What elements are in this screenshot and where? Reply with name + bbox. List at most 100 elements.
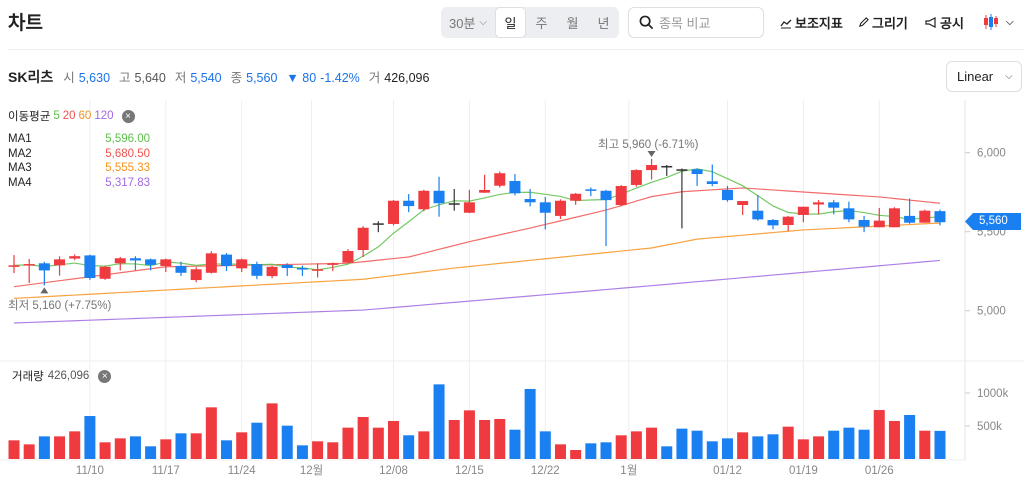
x-tick-label: 12월 <box>300 464 323 477</box>
volume-bar <box>615 435 627 459</box>
candle-body <box>797 206 809 215</box>
candle-body <box>372 223 384 225</box>
tab-week[interactable]: 주 <box>535 16 548 31</box>
volume-bar <box>721 438 733 459</box>
volume-bar <box>8 440 20 459</box>
volume-bar <box>296 445 308 459</box>
low-marker-icon <box>40 287 49 294</box>
candle <box>752 195 764 221</box>
volume-bar <box>797 439 809 459</box>
candle-body <box>190 269 202 281</box>
indicators-button[interactable]: 보조지표 <box>780 13 843 32</box>
candle-body <box>706 181 718 184</box>
volume-bar <box>99 442 111 459</box>
candle-body <box>38 263 50 271</box>
tab-month[interactable]: 월 <box>566 16 579 31</box>
ma-row: MA3 5,555.33 <box>8 162 150 174</box>
volume-bar <box>463 410 475 459</box>
x-tick-label: 12/08 <box>379 465 408 477</box>
candle <box>84 254 96 280</box>
ma-value: 5,317.83 <box>105 177 150 189</box>
ma60-line <box>13 222 941 299</box>
volume-bar <box>251 422 263 459</box>
search-icon <box>639 15 654 30</box>
scale-dropdown[interactable]: Linear ⌵ <box>946 61 1022 92</box>
candle <box>38 261 50 286</box>
volume-bar <box>388 420 399 459</box>
ma-legend: 이동평균 5 20 60 120 × <box>8 108 135 124</box>
volume-bar <box>327 442 339 459</box>
x-tick-label: 1월 <box>620 464 637 477</box>
ma-name: MA4 <box>8 177 32 189</box>
candle-body <box>448 203 460 205</box>
volume-legend-label: 거래량 <box>12 371 44 383</box>
high-value: 5,640 <box>134 71 166 85</box>
stock-name: SK리츠 <box>8 69 54 85</box>
candle <box>782 215 794 232</box>
volume-bar <box>782 426 794 459</box>
candle-body <box>494 173 506 186</box>
volume-tick-label: 1000k <box>977 388 1009 400</box>
candle-body <box>479 189 491 193</box>
candle <box>585 187 597 197</box>
volume-bar <box>843 427 855 459</box>
close-icon[interactable]: × <box>98 369 112 383</box>
volume-bar <box>190 433 202 459</box>
candle-body <box>843 208 855 220</box>
volume-bar <box>494 419 506 459</box>
candle-body <box>676 169 688 171</box>
ma-period-60: 60 <box>78 110 92 122</box>
page-title: 차트 <box>8 13 43 34</box>
ma-period-20: 20 <box>62 110 76 122</box>
candle-body <box>721 189 733 201</box>
candle-body <box>934 211 946 223</box>
volume-bar <box>129 436 141 459</box>
period-selector: 30분 ⌵ 일 주 월 년 <box>441 7 619 38</box>
volume-bar <box>479 419 491 459</box>
volume-bar <box>145 446 157 459</box>
ma-row: MA1 5,596.00 <box>8 133 150 145</box>
candle <box>433 176 445 217</box>
candle <box>418 189 430 212</box>
x-tick-label: 11/17 <box>152 465 180 477</box>
draw-button[interactable]: 그리기 <box>858 13 908 32</box>
candle-body <box>418 190 430 210</box>
candle-body <box>509 180 521 194</box>
candle-body <box>782 216 794 226</box>
tab-day[interactable]: 일 <box>495 7 526 38</box>
candle <box>357 226 369 257</box>
candle <box>99 265 111 280</box>
tab-year[interactable]: 년 <box>597 16 610 31</box>
candle-body <box>615 186 627 205</box>
disclosure-button[interactable]: 공시 <box>925 13 964 32</box>
candle <box>646 159 658 180</box>
candle-body <box>646 165 658 171</box>
candle <box>463 189 475 214</box>
volume-bar <box>84 416 96 459</box>
candle-body <box>342 250 354 263</box>
volume-bar <box>509 429 521 459</box>
volume-bar <box>858 429 870 459</box>
candle <box>54 256 66 276</box>
candle-body <box>296 268 308 270</box>
candle <box>797 206 809 223</box>
pencil-icon <box>858 17 869 28</box>
candlestick-icon <box>984 14 998 30</box>
disclosure-label: 공시 <box>940 16 964 31</box>
volume-bar <box>828 430 840 459</box>
ma-value: 5,596.00 <box>105 133 150 145</box>
close-icon[interactable]: × <box>121 109 135 123</box>
candle <box>296 265 308 276</box>
candle-body <box>630 170 642 185</box>
candle-body <box>205 253 217 273</box>
scale-label: Linear <box>957 69 994 84</box>
interval-dropdown[interactable]: 30분 ⌵ <box>441 7 495 38</box>
candle <box>129 256 141 271</box>
volume-bar <box>205 407 217 459</box>
volume-bar <box>236 432 248 459</box>
volume-bar <box>524 388 536 459</box>
candle-body <box>114 258 126 264</box>
chart-type-dropdown[interactable]: ⌵ <box>983 13 1014 31</box>
compare-search-input[interactable]: 종목 비교 <box>628 7 764 38</box>
